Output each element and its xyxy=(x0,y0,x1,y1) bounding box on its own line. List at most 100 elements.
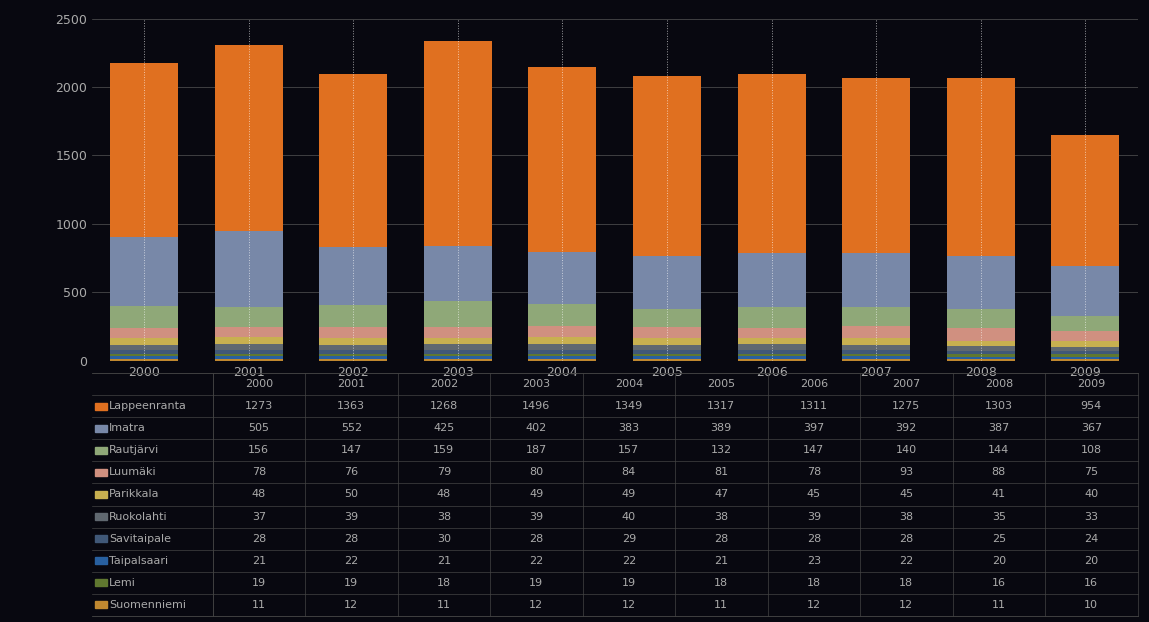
Text: 18: 18 xyxy=(900,578,913,588)
Text: 2009: 2009 xyxy=(1077,379,1105,389)
Text: Lappeenranta: Lappeenranta xyxy=(109,401,187,411)
Bar xyxy=(842,78,910,253)
Text: 38: 38 xyxy=(437,511,450,521)
Text: 12: 12 xyxy=(807,600,820,610)
Text: 2008: 2008 xyxy=(985,379,1013,389)
Text: 28: 28 xyxy=(715,534,728,544)
Text: 2002: 2002 xyxy=(430,379,458,389)
Bar xyxy=(842,338,910,345)
Text: Taipalsaari: Taipalsaari xyxy=(109,555,168,565)
Bar xyxy=(738,353,805,356)
Bar xyxy=(319,360,387,361)
Text: 954: 954 xyxy=(1081,401,1102,411)
Text: 505: 505 xyxy=(248,424,269,434)
Text: 18: 18 xyxy=(807,578,820,588)
Text: 19: 19 xyxy=(345,578,358,588)
Bar xyxy=(738,328,805,338)
Text: 22: 22 xyxy=(900,555,913,565)
Bar xyxy=(633,256,701,309)
Bar xyxy=(947,328,1015,340)
Text: 12: 12 xyxy=(530,600,543,610)
Text: 2003: 2003 xyxy=(523,379,550,389)
Bar xyxy=(1051,316,1119,331)
Text: 20: 20 xyxy=(1085,555,1098,565)
Text: 37: 37 xyxy=(252,511,265,521)
Bar xyxy=(633,338,701,345)
Bar xyxy=(319,345,387,350)
Text: 389: 389 xyxy=(711,424,732,434)
Bar xyxy=(215,356,283,359)
Bar xyxy=(529,359,596,361)
Bar xyxy=(738,359,805,361)
Bar xyxy=(319,74,387,248)
Text: 552: 552 xyxy=(341,424,362,434)
Text: 12: 12 xyxy=(345,600,358,610)
Text: 187: 187 xyxy=(526,445,547,455)
Text: 22: 22 xyxy=(622,555,635,565)
Bar xyxy=(842,307,910,326)
Bar xyxy=(947,356,1015,360)
Text: 39: 39 xyxy=(345,511,358,521)
Bar xyxy=(110,360,178,361)
Text: 19: 19 xyxy=(622,578,635,588)
Text: 11: 11 xyxy=(437,600,450,610)
Bar xyxy=(738,73,805,253)
Text: 84: 84 xyxy=(622,468,635,478)
Bar xyxy=(110,350,178,354)
Text: 39: 39 xyxy=(530,511,543,521)
Bar xyxy=(633,360,701,361)
Text: 1303: 1303 xyxy=(985,401,1012,411)
Bar xyxy=(319,305,387,327)
Text: 49: 49 xyxy=(530,490,543,499)
Text: 18: 18 xyxy=(715,578,728,588)
Text: 28: 28 xyxy=(807,534,820,544)
Text: Lemi: Lemi xyxy=(109,578,136,588)
Text: 10: 10 xyxy=(1085,600,1098,610)
Text: 21: 21 xyxy=(715,555,728,565)
Text: 19: 19 xyxy=(252,578,265,588)
Text: 2000: 2000 xyxy=(245,379,272,389)
Text: 425: 425 xyxy=(433,424,454,434)
Text: Ruokolahti: Ruokolahti xyxy=(109,511,168,521)
Text: 397: 397 xyxy=(803,424,824,434)
Text: 2007: 2007 xyxy=(892,379,920,389)
Text: 28: 28 xyxy=(900,534,913,544)
Text: 11: 11 xyxy=(252,600,265,610)
Bar xyxy=(319,354,387,356)
Text: 2004: 2004 xyxy=(615,379,643,389)
Text: 40: 40 xyxy=(1085,490,1098,499)
Bar xyxy=(1051,346,1119,351)
Text: 144: 144 xyxy=(988,445,1009,455)
Bar xyxy=(947,78,1015,256)
Text: 156: 156 xyxy=(248,445,269,455)
Bar xyxy=(947,351,1015,355)
Bar xyxy=(529,350,596,353)
Text: 2001: 2001 xyxy=(338,379,365,389)
Bar xyxy=(633,76,701,256)
Text: 16: 16 xyxy=(992,578,1005,588)
Bar xyxy=(738,338,805,345)
Bar xyxy=(633,350,701,354)
Bar xyxy=(424,350,492,353)
Bar xyxy=(633,356,701,360)
Text: 1275: 1275 xyxy=(892,401,920,411)
Bar xyxy=(738,350,805,353)
Text: 383: 383 xyxy=(618,424,639,434)
Bar xyxy=(529,344,596,350)
Text: 23: 23 xyxy=(807,555,820,565)
Bar xyxy=(529,304,596,326)
Text: 81: 81 xyxy=(715,468,728,478)
Text: 78: 78 xyxy=(252,468,265,478)
Text: 21: 21 xyxy=(437,555,450,565)
Bar xyxy=(110,356,178,360)
Text: 2005: 2005 xyxy=(708,379,735,389)
Bar xyxy=(319,338,387,345)
Bar xyxy=(947,355,1015,356)
Bar xyxy=(842,350,910,354)
Text: 159: 159 xyxy=(433,445,454,455)
Text: 157: 157 xyxy=(618,445,639,455)
Text: 88: 88 xyxy=(992,468,1005,478)
Bar xyxy=(215,231,283,307)
Bar xyxy=(633,309,701,327)
Bar xyxy=(215,345,283,350)
